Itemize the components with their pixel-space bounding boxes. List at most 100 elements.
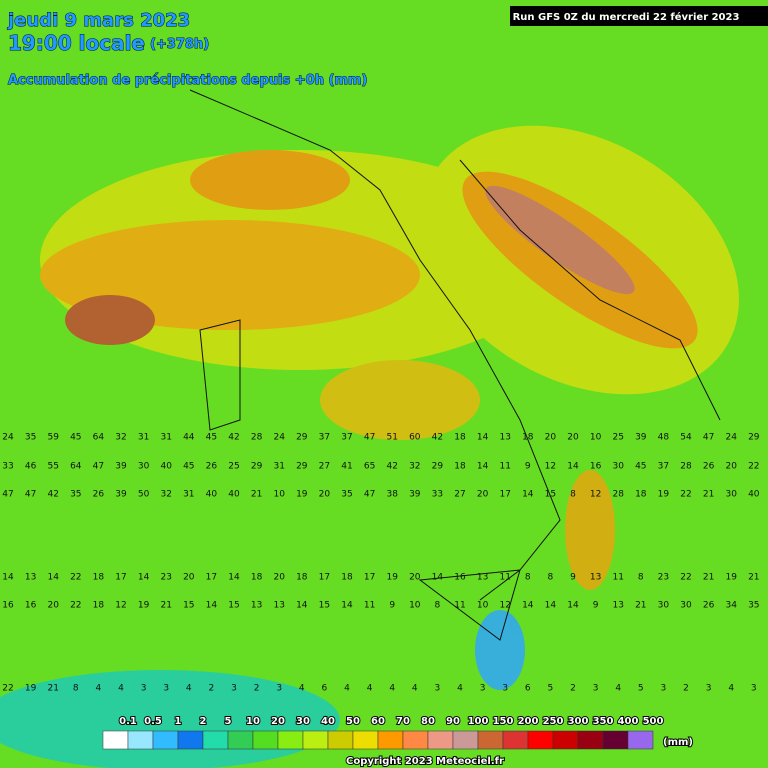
grid-value: 47 [2,490,13,500]
grid-value: 11 [499,462,510,472]
lead: (+378h) [150,37,209,52]
grid-value: 4 [299,684,305,694]
grid-value: 15 [183,601,194,611]
grid-value: 14 [2,573,14,583]
legend-label: 1 [175,716,182,727]
grid-value: 4 [728,684,734,694]
grid-value: 20 [545,433,557,443]
grid-value: 42 [228,433,239,443]
legend-unit: (mm) [663,737,693,748]
grid-value: 39 [635,433,647,443]
grid-value: 4 [96,684,102,694]
grid-value: 11 [499,573,510,583]
grid-value: 30 [725,490,737,500]
grid-value: 16 [25,601,37,611]
grid-value: 13 [612,601,623,611]
grid-value: 21 [703,573,714,583]
legend-label: 5 [225,716,232,727]
date: jeudi 9 mars 2023 [7,10,190,31]
grid-value: 55 [47,462,58,472]
grid-value: 14 [477,462,489,472]
grid-value: 3 [751,684,757,694]
grid-value: 14 [522,601,534,611]
legend-label: 10 [246,716,260,727]
grid-value: 26 [93,490,105,500]
grid-value: 16 [590,462,602,472]
grid-value: 41 [341,462,352,472]
grid-value: 17 [364,573,375,583]
grid-value: 20 [409,573,421,583]
grid-value: 42 [47,490,58,500]
grid-value: 6 [525,684,531,694]
grid-value: 20 [477,490,489,500]
grid-value: 18 [93,573,105,583]
legend-swatch [252,730,279,750]
grid-value: 4 [615,684,621,694]
grid-value: 23 [160,573,171,583]
precip-zones [0,125,739,768]
grid-value: 2 [254,684,260,694]
grid-value: 37 [658,462,669,472]
grid-value: 14 [545,601,557,611]
grid-value: 22 [70,601,81,611]
grid-value: 39 [409,490,421,500]
grid-value: 3 [706,684,712,694]
grid-value: 13 [499,433,510,443]
grid-value: 14 [341,601,353,611]
grid-value: 29 [296,433,308,443]
grid-value: 6 [322,684,328,694]
legend: 0.1 0.5 1 2 5 10 20 30 40 50 60 70 80 90 100 150 200 250 3… [102,715,694,750]
grid-value: 13 [590,573,601,583]
grid-value: 14 [138,573,150,583]
run: Run GFS 0Z du mercredi 22 février 2023 [513,11,740,23]
grid-value: 65 [364,462,375,472]
grid-value: 14 [522,490,534,500]
grid-value: 30 [680,601,692,611]
legend-label: 2 [200,716,207,727]
grid-value: 13 [25,573,36,583]
grid-value: 14 [206,601,218,611]
grid-value: 17 [115,573,126,583]
grid-value: 21 [251,490,262,500]
grid-value: 47 [364,490,375,500]
legend-swatch [502,730,529,750]
grid-value: 47 [93,462,104,472]
legend-swatch [552,730,579,750]
grid-value: 3 [593,684,599,694]
grid-value: 33 [432,490,443,500]
grid-value: 16 [2,601,14,611]
grid-value: 18 [522,433,534,443]
grid-value: 3 [661,684,667,694]
grid-value: 13 [273,601,284,611]
grid-value: 20 [567,433,579,443]
grid-value: 25 [612,433,623,443]
grid-value: 4 [186,684,192,694]
grid-value: 14 [228,573,240,583]
grid-value: 48 [658,433,670,443]
legend-label: 0.1 [119,716,137,727]
legend-label: 200 [518,716,539,727]
grid-value: 24 [725,433,737,443]
grid-value: 20 [183,573,195,583]
grid-value: 21 [160,601,171,611]
legend-swatch [327,730,354,750]
grid-value: 26 [206,462,218,472]
grid-value: 29 [432,462,444,472]
grid-value: 4 [118,684,124,694]
grid-value: 47 [703,433,714,443]
grid-value: 8 [570,490,576,500]
grid-value: 21 [635,601,646,611]
grid-value: 21 [47,684,58,694]
copyright: Copyright 2023 Meteociel.fr [346,756,504,767]
grid-value: 9 [389,601,395,611]
grid-value: 30 [612,462,624,472]
grid-value: 17 [206,573,217,583]
legend-swatch [302,730,329,750]
legend-label: 350 [593,716,614,727]
grid-value: 26 [703,601,715,611]
grid-value: 2 [570,684,576,694]
grid-value: 14 [432,573,444,583]
grid-value: 20 [319,490,331,500]
grid-value: 10 [590,433,602,443]
legend-swatch [602,730,629,750]
